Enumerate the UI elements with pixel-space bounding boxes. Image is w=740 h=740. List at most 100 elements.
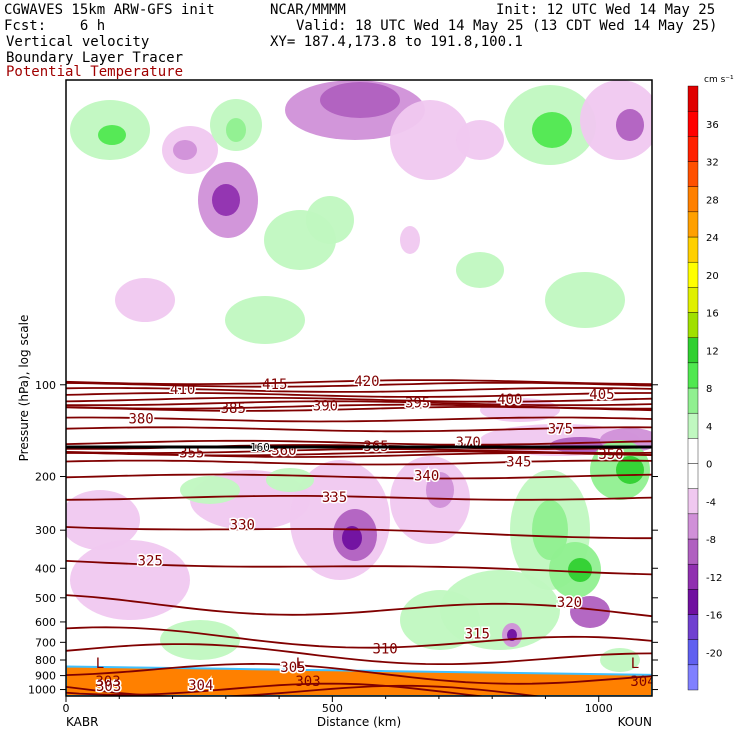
low-marker: L	[296, 656, 304, 672]
field-boundary-layer-tracer: Boundary Layer Tracer	[6, 50, 184, 66]
theta-label-335: 335	[322, 490, 347, 506]
y-tick-label: 200	[35, 471, 56, 484]
wind-shade-blob	[456, 252, 504, 288]
wind-shade-blob	[225, 296, 305, 344]
theta-contour-370	[66, 439, 652, 446]
colorbar-swatch	[687, 110, 699, 137]
theta-contour-410	[66, 387, 652, 393]
y-tick-label: 1000	[28, 684, 56, 697]
x-axis-title: Distance (km)	[317, 715, 401, 729]
theta-contour-325	[66, 560, 652, 576]
field-vertical-velocity: Vertical velocity	[6, 34, 150, 50]
low-value: 303	[95, 674, 120, 690]
colorbar-tick-label: -16	[706, 611, 722, 622]
theta-contour-315	[66, 626, 652, 649]
colorbar-swatch	[687, 136, 699, 162]
wind-shade-blob	[180, 476, 240, 504]
colorbar-swatch	[687, 614, 699, 640]
theta-contour-400	[66, 396, 652, 403]
low-value: 304	[630, 674, 655, 690]
wind-shade-blob	[390, 100, 470, 180]
low-marker: L	[96, 656, 104, 672]
wind-shade-blob	[568, 558, 592, 582]
theta-contour-345	[66, 459, 652, 466]
colorbar-swatch	[687, 287, 699, 313]
colorbar-tick-label: 12	[706, 346, 719, 357]
low-marker: L	[631, 656, 639, 672]
colorbar-swatch	[687, 639, 699, 666]
colorbar-swatch	[687, 513, 699, 540]
colorbar-tick-label: -4	[706, 497, 716, 508]
colorbar-tick-label: 0	[706, 460, 712, 471]
colorbar-swatch	[687, 337, 699, 364]
forecast-hour: Fcst: 6 h	[4, 18, 106, 34]
colorbar-tick-label: 4	[706, 422, 712, 433]
colorbar-swatch	[687, 488, 699, 515]
theta-label-303: 303	[96, 679, 121, 695]
theta-label-305: 305	[280, 660, 305, 676]
colorbar-swatch	[687, 312, 699, 338]
colorbar-tick-label: 20	[706, 271, 719, 282]
y-tick-label: 300	[35, 524, 56, 537]
colorbar-tick-label: 8	[706, 384, 712, 395]
colorbar-swatch	[687, 236, 699, 263]
colorbar-swatch	[687, 664, 699, 691]
wind-shade-blob	[306, 196, 354, 244]
colorbar-tick-label: 32	[706, 158, 719, 169]
wind-shade-blob	[320, 82, 400, 118]
x-tick-label: 0	[63, 702, 70, 715]
y-tick-label: 500	[35, 592, 56, 605]
init-time: Init: 12 UTC Wed 14 May 25	[496, 2, 716, 18]
theta-label-315: 315	[465, 627, 490, 643]
y-tick-label: 400	[35, 562, 56, 575]
wind-shade-blob	[266, 468, 314, 492]
wind-shade-blob	[160, 620, 240, 660]
theta-contour-335	[66, 495, 652, 501]
theta-label-400: 400	[497, 392, 522, 408]
colorbar-swatch	[687, 186, 699, 213]
theta-contour-340	[66, 473, 652, 480]
colorbar-swatch	[687, 362, 699, 389]
colorbar-swatch	[687, 261, 699, 288]
colorbar-swatch	[687, 463, 699, 489]
theta-contour-360	[66, 448, 652, 454]
theta-label-330: 330	[230, 518, 255, 534]
theta-contour-305	[66, 662, 652, 685]
wind-shade-blob	[532, 112, 572, 148]
wind-shade-blob	[616, 109, 644, 141]
theta-contour-310	[66, 643, 652, 665]
y-tick-label: 800	[35, 654, 56, 667]
plot-frame	[65, 79, 653, 697]
theta-contour-304	[66, 682, 487, 696]
colorbar-swatch	[687, 85, 699, 112]
theta-contour-320	[66, 594, 652, 618]
colorbar-swatch	[687, 211, 699, 238]
colorbar-unit: cm s⁻¹	[704, 75, 734, 85]
theta-label-380: 380	[128, 411, 153, 427]
theta-label-320: 320	[557, 595, 582, 611]
x-tick-label: 1000	[585, 702, 613, 715]
org-label: NCAR/MMMM	[270, 2, 346, 18]
wind-shade-blob	[98, 125, 126, 145]
theta-label-345: 345	[506, 455, 531, 471]
theta-label-415: 415	[262, 377, 287, 393]
colorbar-swatch	[687, 538, 699, 565]
colorbar-swatch	[687, 589, 699, 615]
x-tick-label: 500	[322, 702, 343, 715]
theta-contour-390	[66, 403, 652, 410]
wind-shade-blob	[570, 596, 610, 628]
wind-shade-blob	[456, 120, 504, 160]
colorbar-tick-label: 24	[706, 233, 719, 244]
theta-label-304: 304	[188, 678, 213, 694]
y-axis-title: Pressure (hPa), log scale	[17, 315, 31, 462]
y-tick-label: 100	[35, 379, 56, 392]
y-tick-label: 700	[35, 636, 56, 649]
wind-shade-blob	[545, 272, 625, 328]
theta-contour-395	[66, 400, 652, 407]
boundary-layer-tracer-fill	[66, 665, 652, 696]
theta-label-405: 405	[589, 387, 614, 403]
colorbar-tick-label: 28	[706, 195, 719, 206]
low-value: 303	[295, 674, 320, 690]
valid-time: Valid: 18 UTC Wed 14 May 25 (13 CDT Wed …	[296, 18, 718, 34]
wind-shade-blob	[70, 540, 190, 620]
